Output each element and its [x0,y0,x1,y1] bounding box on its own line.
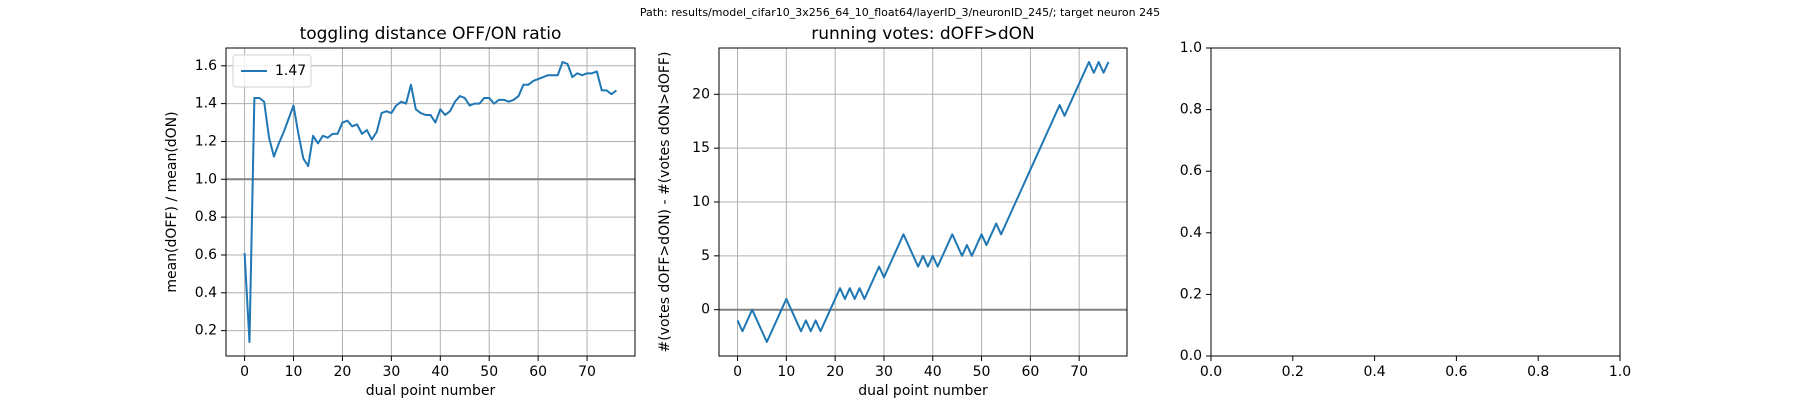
x-tick-label: 20 [334,364,352,380]
x-tick-label: 30 [382,364,400,380]
x-tick-label: 0.8 [1527,364,1549,380]
x-tick-label: 1.0 [1609,364,1631,380]
x-tick-label: 10 [777,364,795,380]
legend: 1.47 [232,54,312,88]
chart-title: running votes: dOFF>dON [811,24,1034,44]
x-tick-label: 50 [480,364,498,380]
subplot: 0 10 20 30 40 50 60 70 0 5 10 15 20 running votes: dO… [657,24,1128,399]
y-tick-label: 5 [701,248,710,264]
x-tick-label: 50 [973,364,991,380]
y-tick-label: 0.4 [195,285,217,301]
y-tick-label: 0.2 [1180,286,1202,302]
y-axis-label: #(votes dOFF>dON) - #(votes dON>dOFF) [657,52,673,353]
subplot: 0.0 0.2 0.4 0.6 0.8 1.0 0.0 0.2 0.4 0.6 0.8 1.0 [1180,40,1631,380]
x-tick-label: 0.0 [1200,364,1222,380]
x-tick-label: 70 [1070,364,1088,380]
x-axis-label: dual point number [858,383,988,399]
x-tick-label: 30 [875,364,893,380]
y-tick-label: 15 [692,140,710,156]
axes-frame [225,47,636,357]
y-tick-label: 0.6 [1180,163,1202,179]
x-tick-label: 70 [578,364,596,380]
legend-box [232,54,312,88]
figure-title: Path: results/model_cifar10_3x256_64_10_… [640,6,1160,19]
y-tick-label: 1.0 [1180,40,1202,56]
y-axis-label: mean(dOFF) / mean(dON) [164,111,180,292]
y-tick-label: 1.2 [195,133,217,149]
x-tick-label: 10 [285,364,303,380]
legend-label: 1.47 [275,63,306,79]
x-tick-label: 20 [826,364,844,380]
data-line [736,61,1110,343]
x-tick-label: 40 [431,364,449,380]
y-tick-label: 1.6 [195,58,217,74]
x-tick-label: 0.2 [1282,364,1304,380]
y-tick-label: 10 [692,194,710,210]
y-tick-label: 20 [692,86,710,102]
x-tick-label: 0 [733,364,742,380]
x-tick-label: 0.6 [1445,364,1467,380]
y-tick-label: 1.0 [195,171,217,187]
x-tick-label: 0 [240,364,249,380]
y-tick-label: 1.4 [195,96,217,112]
y-tick-label: 0.0 [1180,348,1202,364]
axes-frame [1210,47,1621,357]
subplot: 0 10 20 30 40 50 60 70 0.2 0.4 0.6 0.8 1.0 1.2 1.4 1.6 1… [164,24,636,399]
y-tick-label: 0.2 [195,323,217,339]
y-tick-label: 0.8 [1180,102,1202,118]
x-tick-label: 60 [1021,364,1039,380]
y-tick-label: 0.8 [195,209,217,225]
x-axis-label: dual point number [366,383,496,399]
y-tick-label: 0.4 [1180,225,1202,241]
x-tick-label: 40 [924,364,942,380]
chart-title: toggling distance OFF/ON ratio [300,24,562,44]
data-line [243,61,618,343]
axes-frame [718,47,1128,357]
y-tick-label: 0 [701,302,710,318]
x-tick-label: 0.4 [1363,364,1385,380]
x-tick-label: 60 [529,364,547,380]
y-tick-label: 0.6 [195,247,217,263]
